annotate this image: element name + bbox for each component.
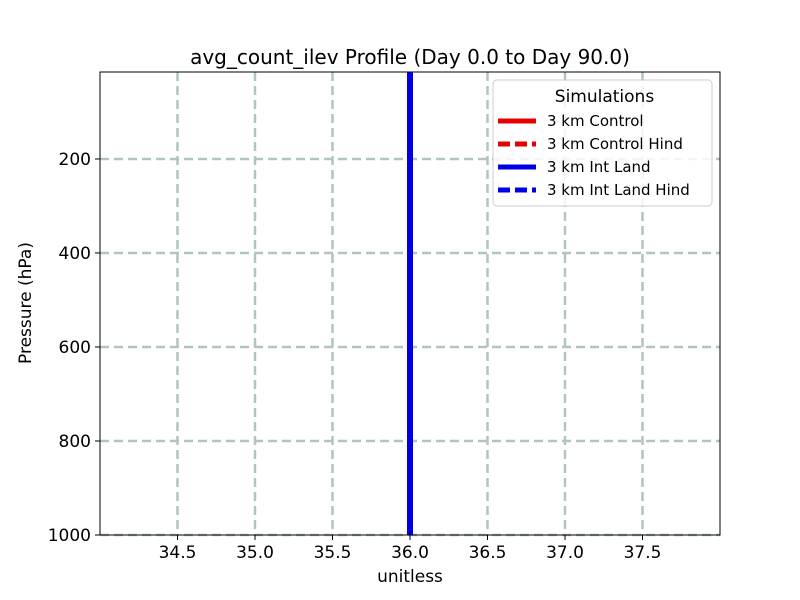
x-tick-label: 36.5 bbox=[469, 543, 507, 563]
ticks-layer: 34.5 35.0 35.5 36.0 36.5 37.0 37.5 200 400 600 800… bbox=[48, 150, 662, 563]
legend-title: Simulations bbox=[555, 87, 655, 107]
x-tick-label: 35.0 bbox=[236, 543, 274, 563]
x-axis-label: unitless bbox=[377, 567, 443, 587]
y-tick-label: 600 bbox=[59, 338, 91, 358]
legend-label-3: 3 km Int Land bbox=[547, 158, 651, 176]
legend-label-2: 3 km Control Hind bbox=[547, 135, 683, 153]
y-tick-label: 1000 bbox=[48, 526, 91, 546]
legend-box bbox=[492, 79, 713, 207]
chart-title: avg_count_ilev Profile (Day 0.0 to Day 9… bbox=[190, 45, 630, 69]
x-tick-label: 35.5 bbox=[314, 543, 352, 563]
y-tick-label: 400 bbox=[59, 244, 91, 264]
x-tick-label: 37.5 bbox=[624, 543, 662, 563]
legend: Simulations 3 km Control 3 km Control Hind… bbox=[492, 79, 713, 207]
legend-label-1: 3 km Control bbox=[547, 112, 644, 130]
x-tick-label: 34.5 bbox=[159, 543, 197, 563]
x-tick-label: 36.0 bbox=[391, 543, 429, 563]
y-tick-label: 800 bbox=[59, 432, 91, 452]
x-tick-label: 37.0 bbox=[546, 543, 584, 563]
y-axis-label: Pressure (hPa) bbox=[16, 242, 36, 364]
legend-label-4: 3 km Int Land Hind bbox=[547, 181, 690, 199]
y-tick-label: 200 bbox=[59, 150, 91, 170]
